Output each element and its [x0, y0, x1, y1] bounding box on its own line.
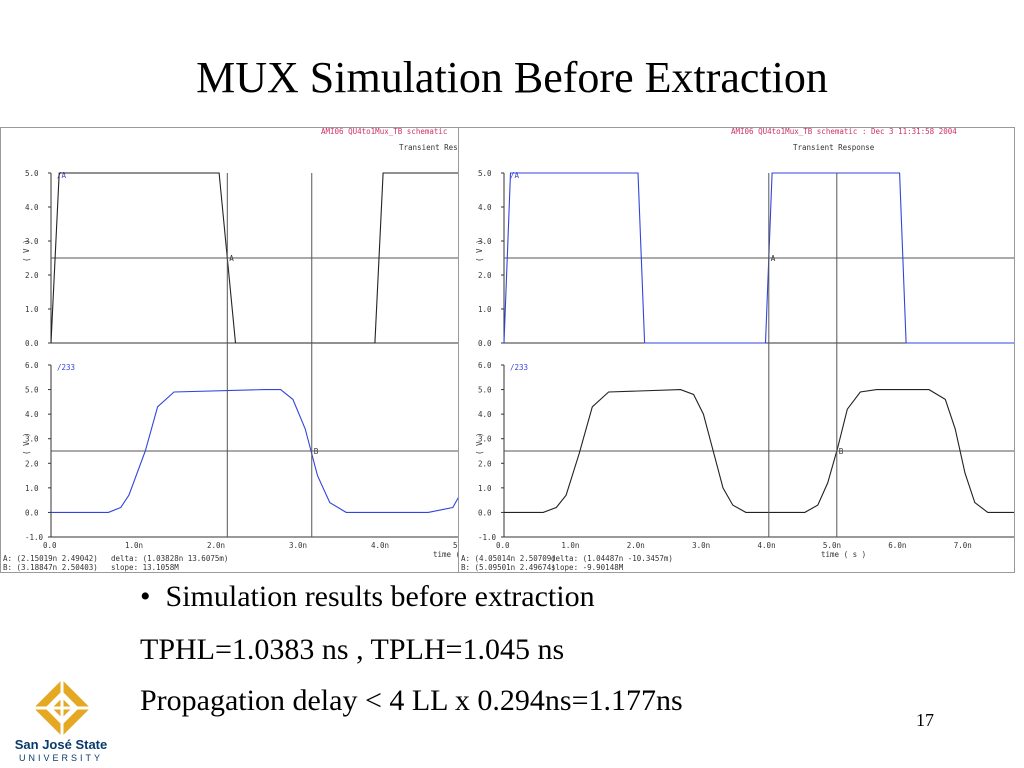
- x-tick-label: 6.0n: [888, 541, 906, 550]
- bottom-y-tick-label: 5.0: [478, 386, 492, 395]
- x-tick-label: 4.0n: [371, 541, 389, 550]
- bottom-y-tick-label: 2.0: [478, 459, 492, 468]
- chart-header: AMI06 QU4to1Mux_TB schematic: [321, 128, 447, 136]
- top-y-tick-label: 2.0: [478, 271, 492, 280]
- logo-wordmark: San José State: [14, 737, 108, 752]
- cursor-a-readout: A: (4.05014n 2.50709): [461, 554, 556, 563]
- top-marker-label: A: [229, 254, 234, 263]
- top-y-tick-label: 0.0: [478, 339, 492, 348]
- logo-subtitle: UNIVERSITY: [18, 753, 103, 763]
- chart-subtitle: Transient Response: [793, 143, 875, 152]
- bottom-y-tick-label: 3.0: [25, 435, 39, 444]
- top-y-label: ( V ): [22, 239, 31, 262]
- x-tick-label: 3.0n: [289, 541, 307, 550]
- bottom-y-tick-label: -1.0: [478, 533, 497, 542]
- bottom-y-tick-label: 4.0: [25, 410, 39, 419]
- waveform-panel-right: AMI06 QU4to1Mux_TB schematic : Dec 3 11:…: [458, 127, 1015, 573]
- bottom-y-tick-label: 1.0: [478, 484, 492, 493]
- bottom-marker-label: B: [839, 447, 844, 456]
- page-number: 17: [916, 710, 934, 730]
- bottom-y-label: ( V ): [22, 432, 31, 455]
- bottom-marker-label: B: [314, 447, 319, 456]
- x-tick-label: 2.0n: [627, 541, 645, 550]
- x-tick-label: 0.0: [496, 541, 510, 550]
- x-tick-label: 5.0n: [823, 541, 841, 550]
- chart-header: AMI06 QU4to1Mux_TB schematic : Dec 3 11:…: [731, 128, 957, 136]
- bottom-y-label: ( V ): [475, 432, 484, 455]
- university-logo-icon: [33, 680, 91, 737]
- top-y-tick-label: 1.0: [25, 305, 39, 314]
- x-axis-label: time ( s ): [821, 550, 866, 559]
- x-tick-label: 7.0n: [954, 541, 972, 550]
- bottom-y-tick-label: -1.0: [25, 533, 44, 542]
- bottom-y-tick-label: 0.0: [25, 508, 39, 517]
- x-tick-label: 4.0n: [758, 541, 776, 550]
- bottom-series-name: /233: [510, 363, 528, 372]
- bottom-waveform-line: [504, 389, 1014, 513]
- bullet-item: • Simulation results before extraction: [140, 580, 595, 613]
- top-y-label: ( V ): [475, 239, 484, 262]
- bottom-y-tick-label: 3.0: [478, 435, 492, 444]
- x-tick-label: 1.0n: [561, 541, 579, 550]
- bottom-y-tick-label: 5.0: [25, 386, 39, 395]
- bottom-y-tick-label: 6.0: [25, 361, 39, 370]
- top-y-tick-label: 3.0: [478, 237, 492, 246]
- bottom-y-tick-label: 6.0: [478, 361, 492, 370]
- top-y-tick-label: 0.0: [25, 339, 39, 348]
- waveform-chart-left: AMI06 QU4to1Mux_TB schematic Transient Re…: [3, 128, 461, 572]
- slope-readout: slope: 13.1058M: [111, 563, 179, 572]
- bottom-y-tick-label: 1.0: [25, 484, 39, 493]
- chart-subtitle: Transient Res: [399, 143, 458, 152]
- slope-readout: slope: -9.90148M: [551, 563, 624, 572]
- x-tick-label: 3.0n: [692, 541, 710, 550]
- timing-results: TPHL=1.0383 ns , TPLH=1.045 ns: [140, 633, 565, 666]
- bottom-y-tick-label: 2.0: [25, 459, 39, 468]
- top-y-tick-label: 3.0: [25, 237, 39, 246]
- bottom-y-tick-label: 0.0: [478, 508, 492, 517]
- bottom-y-tick-label: 4.0: [478, 410, 492, 419]
- delta-readout: delta: (1.03828n 13.6075m): [111, 554, 228, 563]
- bullet-text: Simulation results before extraction: [165, 580, 595, 613]
- top-y-tick-label: 5.0: [478, 169, 492, 178]
- top-y-tick-label: 4.0: [478, 203, 492, 212]
- top-y-tick-label: 2.0: [25, 271, 39, 280]
- x-tick-label: 0.0: [43, 541, 57, 550]
- x-tick-label: 2.0n: [207, 541, 225, 550]
- top-y-tick-label: 1.0: [478, 305, 492, 314]
- propagation-delay: Propagation delay < 4 LL x 0.294ns=1.177…: [140, 684, 683, 717]
- bottom-series-name: /233: [57, 363, 75, 372]
- x-tick-label: 1.0n: [125, 541, 143, 550]
- x-axis-label: time (: [433, 550, 460, 559]
- bottom-waveform-line: [51, 389, 461, 513]
- cursor-b-readout: B: (5.09501n 2.49674): [461, 563, 556, 572]
- top-y-tick-label: 5.0: [25, 169, 39, 178]
- slide-title: MUX Simulation Before Extraction: [196, 53, 828, 102]
- cursor-a-readout: A: (2.15019n 2.49042): [3, 554, 98, 563]
- top-waveform-line: [50, 172, 461, 344]
- top-series-name: /A: [510, 171, 520, 180]
- cursor-b-readout: B: (3.18847n 2.50403): [3, 563, 98, 572]
- top-series-name: /A: [57, 171, 67, 180]
- delta-readout: delta: (1.04487n -10.3457m): [551, 554, 673, 563]
- top-waveform-line: [503, 172, 1014, 344]
- x-tick-label: 5.0: [453, 541, 461, 550]
- top-marker-label: A: [771, 254, 776, 263]
- top-y-tick-label: 4.0: [25, 203, 39, 212]
- waveform-chart-right: AMI06 QU4to1Mux_TB schematic : Dec 3 11:…: [461, 128, 1014, 572]
- waveform-panel-left: AMI06 QU4to1Mux_TB schematic Transient Re…: [0, 127, 461, 573]
